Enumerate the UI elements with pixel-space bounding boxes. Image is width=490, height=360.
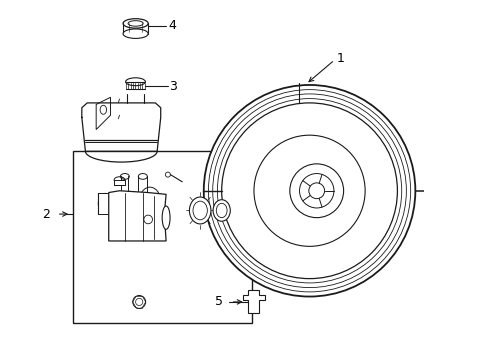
Bar	[114, 180, 125, 185]
Text: 2: 2	[42, 208, 49, 221]
Ellipse shape	[98, 193, 112, 213]
Ellipse shape	[162, 206, 170, 229]
Ellipse shape	[190, 197, 211, 224]
Text: 3: 3	[170, 80, 177, 93]
Bar	[438, 177, 444, 204]
Text: 4: 4	[168, 19, 176, 32]
Bar	[431, 181, 441, 201]
Ellipse shape	[213, 200, 230, 221]
Bar	[73, 151, 252, 323]
Text: 1: 1	[337, 51, 344, 64]
Ellipse shape	[123, 19, 148, 28]
Polygon shape	[109, 191, 166, 241]
Text: 5: 5	[216, 296, 223, 309]
Bar	[98, 193, 109, 214]
Ellipse shape	[123, 29, 148, 39]
Polygon shape	[243, 291, 265, 314]
Circle shape	[204, 85, 416, 297]
